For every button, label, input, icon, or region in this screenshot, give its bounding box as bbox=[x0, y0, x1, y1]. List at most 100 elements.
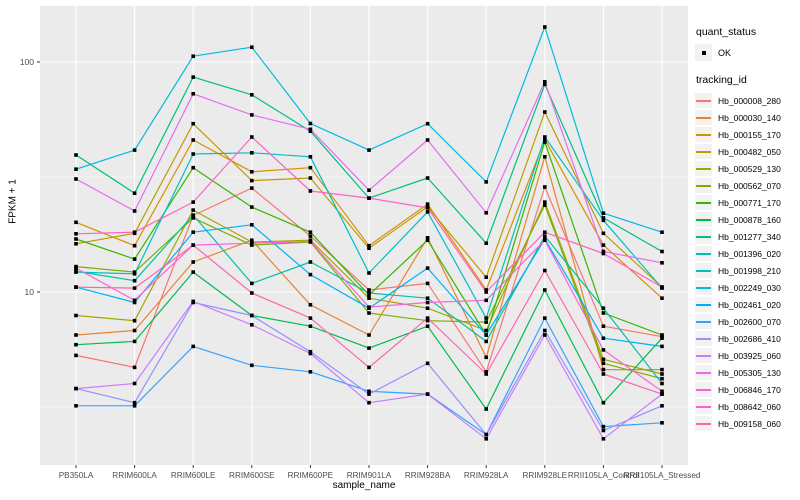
legend-item-label: Hb_002461_020 bbox=[718, 299, 781, 310]
data-point bbox=[191, 299, 195, 304]
data-point bbox=[132, 230, 137, 234]
data-point bbox=[308, 176, 313, 180]
x-tick-label: RRII105LA_Control bbox=[568, 471, 639, 480]
legend-key bbox=[695, 195, 712, 210]
line-swatch-icon bbox=[696, 133, 711, 136]
line-swatch-icon bbox=[696, 405, 711, 408]
data-point bbox=[425, 361, 430, 366]
legend-key bbox=[695, 365, 712, 380]
data-point bbox=[601, 424, 606, 429]
line-swatch-icon bbox=[696, 184, 711, 187]
data-point bbox=[367, 288, 371, 292]
legend-item-label: Hb_002686_410 bbox=[718, 333, 781, 344]
data-point bbox=[484, 211, 488, 215]
legend-item-Hb_009158_060: Hb_009158_060 bbox=[695, 415, 799, 432]
data-point bbox=[543, 288, 547, 292]
data-point bbox=[660, 367, 664, 372]
legend-item-Hb_000008_280: Hb_000008_280 bbox=[695, 92, 799, 109]
data-point bbox=[191, 200, 195, 204]
legend-item-label: Hb_006846_170 bbox=[718, 384, 781, 395]
legend-key bbox=[695, 263, 712, 278]
legend-item-Hb_005305_130: Hb_005305_130 bbox=[695, 364, 799, 381]
legend-key bbox=[695, 127, 712, 142]
data-point bbox=[660, 372, 664, 376]
data-point bbox=[484, 298, 488, 303]
data-point bbox=[543, 140, 547, 144]
data-point bbox=[308, 260, 313, 264]
line-swatch-icon bbox=[696, 99, 711, 102]
legend-item-Hb_002461_020: Hb_002461_020 bbox=[695, 296, 799, 313]
data-point bbox=[601, 357, 606, 362]
data-point bbox=[308, 324, 313, 328]
point-swatch-icon bbox=[701, 50, 706, 55]
data-point bbox=[660, 249, 664, 254]
data-point bbox=[250, 291, 254, 295]
data-point bbox=[191, 216, 195, 220]
data-point bbox=[308, 272, 313, 277]
data-point bbox=[74, 232, 78, 236]
data-point bbox=[660, 421, 664, 425]
legend-item-label: Hb_002249_030 bbox=[718, 282, 781, 293]
data-point bbox=[425, 392, 430, 396]
data-point bbox=[132, 286, 137, 290]
legend-item-Hb_002686_410: Hb_002686_410 bbox=[695, 330, 799, 347]
data-point bbox=[132, 365, 137, 370]
data-point bbox=[660, 392, 664, 396]
data-point bbox=[660, 261, 664, 265]
data-point bbox=[250, 170, 254, 174]
legend-item-Hb_000562_070: Hb_000562_070 bbox=[695, 177, 799, 194]
line-swatch-icon bbox=[696, 201, 711, 204]
data-point bbox=[425, 300, 430, 305]
data-point bbox=[132, 278, 137, 283]
legend-item-label: Hb_001998_210 bbox=[718, 265, 781, 276]
data-point bbox=[484, 180, 488, 184]
data-point bbox=[660, 376, 664, 381]
data-point bbox=[250, 93, 254, 97]
legend-key bbox=[695, 44, 712, 61]
data-point bbox=[543, 155, 547, 159]
legend-item-label: Hb_000155_170 bbox=[718, 129, 781, 140]
data-point bbox=[543, 80, 547, 84]
x-tick-label: RRIM928BA bbox=[405, 471, 451, 480]
data-point bbox=[132, 400, 137, 405]
legend-key bbox=[695, 382, 712, 397]
data-point bbox=[308, 239, 313, 244]
x-tick-label: PB350LA bbox=[59, 471, 94, 480]
line-swatch-icon bbox=[696, 303, 711, 306]
data-point bbox=[308, 303, 313, 307]
data-point bbox=[601, 437, 606, 441]
data-point bbox=[74, 177, 78, 181]
data-point bbox=[132, 381, 137, 386]
y-tick-label: 10 bbox=[25, 287, 35, 297]
legend-item-Hb_008642_060: Hb_008642_060 bbox=[695, 398, 799, 415]
legend-item-label: Hb_005305_130 bbox=[718, 367, 781, 378]
data-point bbox=[660, 285, 664, 289]
data-point bbox=[660, 296, 664, 300]
data-point bbox=[660, 381, 664, 386]
data-point bbox=[484, 320, 488, 324]
data-point bbox=[250, 186, 254, 190]
data-point bbox=[74, 285, 78, 289]
data-point bbox=[250, 323, 254, 327]
line-swatch-icon bbox=[696, 354, 711, 357]
legend-title-tracking-id: tracking_id bbox=[696, 74, 747, 86]
data-point bbox=[132, 298, 137, 303]
data-point bbox=[601, 218, 606, 223]
data-point bbox=[132, 257, 137, 261]
line-swatch-icon bbox=[696, 116, 711, 119]
legend-item-label: Hb_000482_050 bbox=[718, 146, 781, 157]
legend-item-Hb_000155_170: Hb_000155_170 bbox=[695, 126, 799, 143]
data-point bbox=[367, 333, 371, 337]
data-point bbox=[543, 234, 547, 238]
legend-item-label: Hb_000529_130 bbox=[718, 163, 781, 174]
data-point bbox=[132, 243, 137, 248]
data-point bbox=[191, 138, 195, 142]
line-swatch-icon bbox=[696, 218, 711, 221]
x-axis-title: sample_name bbox=[332, 480, 396, 491]
data-point bbox=[191, 270, 195, 274]
data-point bbox=[132, 272, 137, 276]
data-point bbox=[601, 231, 606, 236]
data-point bbox=[367, 188, 371, 192]
data-point bbox=[132, 209, 137, 213]
